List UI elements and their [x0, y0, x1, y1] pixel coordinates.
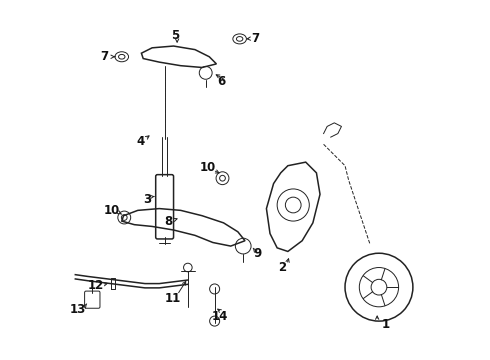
Text: 9: 9 — [253, 247, 262, 260]
Text: 6: 6 — [218, 75, 226, 88]
Text: 4: 4 — [137, 135, 145, 148]
Text: 12: 12 — [88, 279, 104, 292]
Text: 14: 14 — [212, 310, 228, 323]
Text: 2: 2 — [278, 261, 287, 274]
Text: 1: 1 — [382, 318, 390, 331]
Text: 10: 10 — [199, 161, 216, 174]
Text: 3: 3 — [143, 193, 151, 206]
Text: 13: 13 — [70, 303, 86, 316]
Text: 8: 8 — [164, 215, 172, 228]
Text: 11: 11 — [165, 292, 181, 305]
Text: 7: 7 — [100, 50, 108, 63]
Text: 10: 10 — [104, 204, 120, 217]
Text: 5: 5 — [171, 29, 179, 42]
Text: 7: 7 — [251, 32, 259, 45]
